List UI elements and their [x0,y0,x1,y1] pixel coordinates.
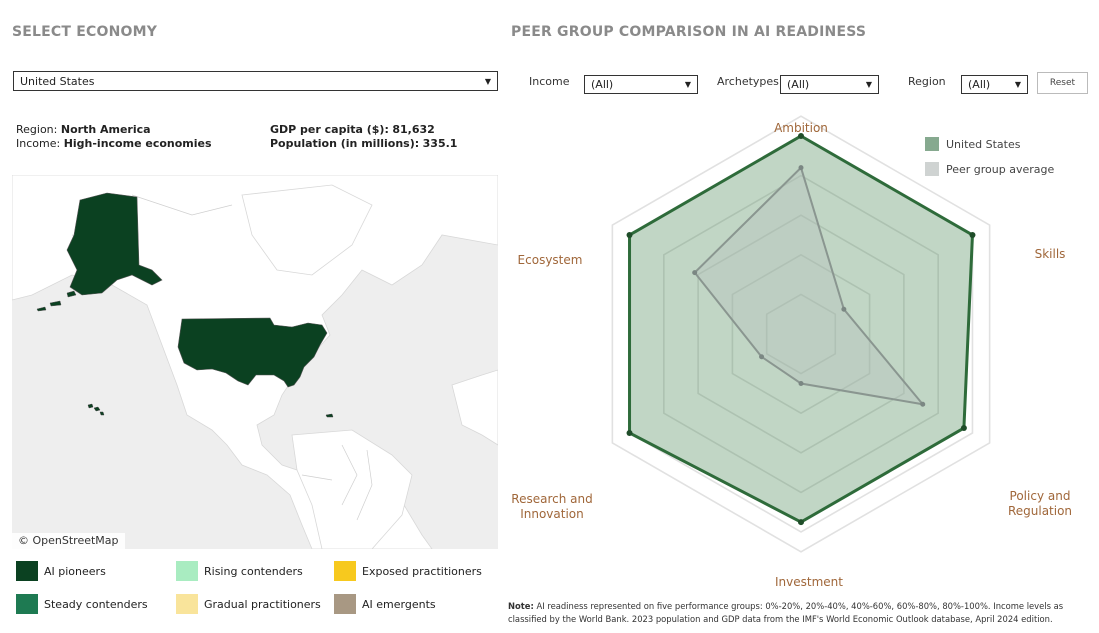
radar-legend-peer-average[interactable]: Peer group average [925,162,1054,176]
legend-label: Steady contenders [44,597,148,611]
chevron-down-icon: ▼ [1014,80,1021,89]
region-filter-value: (All) [968,78,991,91]
archetypes-filter-value: (All) [787,78,810,91]
radar-point-united-states[interactable] [626,430,633,436]
legend-label: Exposed practitioners [362,564,482,578]
legend-label: AI emergents [362,597,436,611]
world-map[interactable] [12,175,498,549]
map-borders [71,194,373,521]
archetypes-filter-select[interactable]: (All) ▼ [780,75,879,94]
radar-point-peer-average[interactable] [692,270,698,276]
legend-label: Peer group average [946,162,1055,176]
region-filter-select[interactable]: (All) ▼ [961,75,1028,94]
radar-grid-ring [663,174,939,494]
footnote: Note: AI readiness represented on five p… [508,600,1088,626]
gdp-value: 81,632 [392,123,435,136]
income-filter-select[interactable]: (All) ▼ [584,75,698,94]
economy-select-value: United States [20,74,95,88]
region-label: Region: [16,123,58,136]
chevron-down-icon: ▼ [865,80,872,89]
income-value: High-income economies [63,137,212,150]
map-svg [12,175,498,549]
note-text: AI readiness represented on five perform… [508,601,1064,624]
income-filter-label: Income [529,75,570,88]
radar-grid-ring [731,253,871,415]
legend-swatch [176,561,198,581]
legend-swatch [16,561,38,581]
legend-swatch [334,561,356,581]
radar-point-united-states[interactable] [798,519,804,526]
map-attribution[interactable]: © OpenStreetMap [12,533,125,549]
population-value: 335.1 [422,137,458,150]
radar-point-united-states[interactable] [798,133,804,139]
alaska-islands [36,290,77,312]
legend-swatch [334,594,356,614]
chevron-down-icon: ▼ [684,80,691,89]
radar-grid-ring [765,293,837,375]
archetypes-filter-label: Archetypes [717,75,779,88]
gdp-label: GDP per capita ($): [270,123,389,136]
alaska-shape [66,192,163,296]
radar-point-united-states[interactable] [969,232,976,238]
axis-label-research-innovation: Research and Innovation [511,492,593,521]
radar-point-united-states[interactable] [960,425,967,432]
axis-label-investment: Investment [775,575,843,589]
legend-label: AI pioneers [44,564,106,578]
radar-point-peer-average[interactable] [798,165,804,171]
radar-point-peer-average[interactable] [920,401,926,407]
axis-label-ecosystem: Ecosystem [517,253,583,267]
radar-point-peer-average[interactable] [841,306,847,312]
axis-label-policy-regulation: Policy and Regulation [1007,489,1073,518]
legend-item-rising-contenders: Rising contenders [176,561,303,581]
radar-point-united-states[interactable] [626,232,633,238]
legend-label: Gradual practitioners [204,597,321,611]
population-label: Population (in millions): [270,137,420,150]
legend-label: United States [946,137,1021,151]
income-filter-value: (All) [591,78,614,91]
radar-point-peer-average[interactable] [759,354,765,360]
legend-item-ai-emergents: AI emergents [334,594,436,614]
reset-button[interactable]: Reset [1037,72,1088,94]
radar-grid-ring [611,115,991,553]
population-info: Population (in millions): 335.1 [270,137,457,150]
region-info: Region: North America [16,123,151,136]
axis-label-ambition: Ambition [774,121,828,135]
radar-point-peer-average[interactable] [798,381,804,386]
legend-item-exposed-practitioners: Exposed practitioners [334,561,482,581]
hawaii-shape [87,403,105,416]
legend-label: Rising contenders [204,564,303,578]
income-info: Income: High-income economies [16,137,212,150]
legend-swatch [925,137,939,151]
legend-item-gradual-practitioners: Gradual practitioners [176,594,321,614]
puerto-rico-shape [325,413,334,418]
region-value: North America [60,123,151,136]
income-label: Income: [16,137,61,150]
chevron-down-icon: ▼ [484,76,491,86]
legend-item-steady-contenders: Steady contenders [16,594,148,614]
axis-label-skills: Skills [1034,247,1066,261]
south-america-land [291,429,413,549]
radar-chart [611,115,991,553]
usa-shape [177,317,328,388]
note-label: Note: [508,601,534,611]
select-economy-title: SELECT ECONOMY [12,24,158,40]
greenland-land [241,184,373,276]
economy-select[interactable]: United States ▼ [13,71,498,91]
radar-legend-united-states[interactable]: United States [925,137,1021,151]
legend-swatch [16,594,38,614]
europe-africa-land [451,369,498,446]
gdp-info: GDP per capita ($): 81,632 [270,123,435,136]
legend-item-ai-pioneers: AI pioneers [16,561,106,581]
radar-grid-ring [697,214,905,454]
region-filter-label: Region [908,75,946,88]
legend-swatch [176,594,198,614]
legend-swatch [925,162,939,176]
peer-group-title: PEER GROUP COMPARISON IN AI READINESS [511,24,867,40]
